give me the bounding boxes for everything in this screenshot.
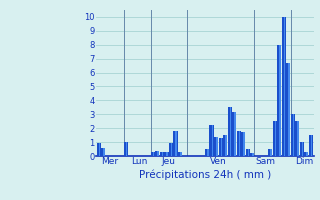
Bar: [162, 152, 164, 156]
Bar: [216, 137, 218, 156]
Bar: [304, 152, 308, 156]
Bar: [169, 143, 173, 156]
Bar: [166, 152, 168, 156]
Bar: [205, 149, 209, 156]
Bar: [250, 153, 254, 156]
Bar: [157, 151, 159, 156]
Bar: [239, 131, 240, 156]
Bar: [236, 131, 241, 156]
Bar: [212, 125, 213, 156]
Bar: [234, 112, 236, 156]
Bar: [286, 63, 290, 156]
Bar: [207, 149, 209, 156]
Bar: [246, 149, 250, 156]
Bar: [220, 138, 222, 156]
Bar: [124, 142, 128, 156]
Bar: [219, 138, 223, 156]
Bar: [302, 142, 303, 156]
Bar: [297, 121, 299, 156]
Bar: [214, 137, 218, 156]
Bar: [252, 153, 254, 156]
Bar: [103, 148, 105, 156]
Bar: [225, 135, 227, 156]
Bar: [101, 148, 105, 156]
Bar: [291, 114, 295, 156]
Bar: [241, 132, 245, 156]
Bar: [268, 149, 272, 156]
Bar: [210, 125, 214, 156]
Bar: [275, 121, 276, 156]
Bar: [178, 152, 182, 156]
Bar: [311, 135, 312, 156]
Bar: [155, 151, 159, 156]
Bar: [273, 121, 277, 156]
X-axis label: Précipitations 24h ( mm ): Précipitations 24h ( mm ): [139, 169, 271, 180]
Bar: [99, 143, 100, 156]
Bar: [248, 149, 249, 156]
Bar: [243, 132, 245, 156]
Bar: [171, 143, 172, 156]
Bar: [180, 152, 181, 156]
Bar: [270, 149, 272, 156]
Bar: [288, 63, 290, 156]
Bar: [295, 121, 300, 156]
Bar: [160, 152, 164, 156]
Bar: [300, 142, 304, 156]
Bar: [229, 107, 231, 156]
Bar: [97, 143, 101, 156]
Bar: [223, 135, 227, 156]
Bar: [164, 152, 169, 156]
Bar: [282, 17, 286, 156]
Bar: [228, 107, 232, 156]
Bar: [277, 45, 281, 156]
Bar: [232, 112, 236, 156]
Bar: [306, 152, 308, 156]
Bar: [279, 45, 281, 156]
Bar: [153, 152, 155, 156]
Bar: [151, 152, 155, 156]
Bar: [126, 142, 127, 156]
Bar: [309, 135, 313, 156]
Bar: [173, 131, 178, 156]
Bar: [175, 131, 177, 156]
Bar: [284, 17, 285, 156]
Bar: [293, 114, 294, 156]
